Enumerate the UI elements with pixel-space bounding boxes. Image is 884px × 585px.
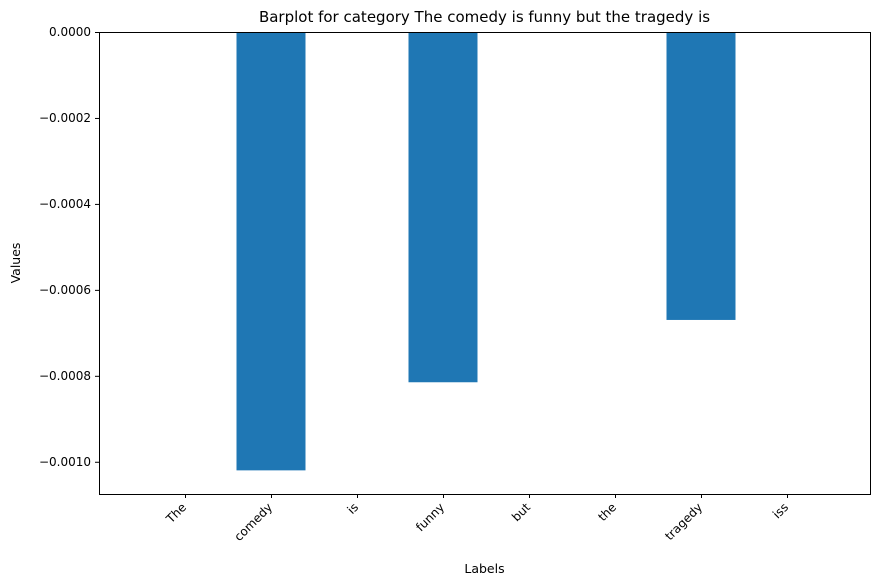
y-tick-label: −0.0008 (39, 369, 91, 383)
y-tick-label: −0.0004 (39, 197, 91, 211)
x-tick-label: comedy (231, 500, 275, 544)
chart-title: Barplot for category The comedy is funny… (259, 8, 710, 26)
y-axis: 0.0000 −0.0002 −0.0004 −0.0006 −0.0008 −0.001… (39, 25, 99, 469)
x-tick-label: tragedy (662, 500, 705, 543)
y-axis-label: Values (8, 243, 23, 284)
y-tick-label: −0.0002 (39, 111, 91, 125)
bars-group (236, 32, 736, 471)
bar-funny (408, 32, 478, 383)
bar-tragedy (666, 32, 736, 320)
bar-comedy (236, 32, 306, 471)
y-tick-label: −0.0010 (39, 455, 91, 469)
y-tick-label: −0.0006 (39, 283, 91, 297)
x-tick-label: The (163, 500, 189, 526)
x-tick-label: but (509, 500, 533, 524)
x-tick-label: the (595, 500, 619, 524)
x-tick-label: iss (770, 500, 791, 521)
x-axis: The comedy is funny but the tragedy iss (163, 494, 791, 544)
x-tick-label: funny (413, 500, 447, 534)
y-tick-label: 0.0000 (49, 25, 91, 39)
x-axis-label: Labels (464, 561, 504, 576)
plot-frame (99, 32, 871, 495)
x-tick-label: is (344, 500, 361, 517)
